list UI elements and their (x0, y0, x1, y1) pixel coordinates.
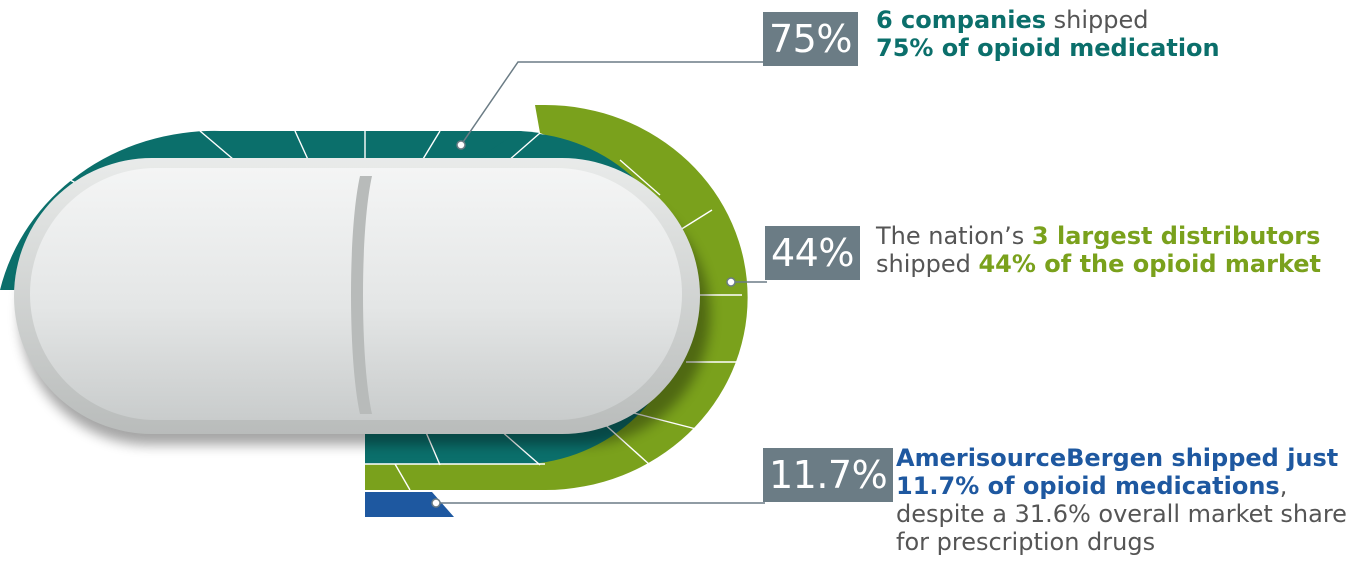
callout-11-7-line1: AmerisourceBergen shipped just (896, 444, 1347, 472)
callout-44-line2: shipped 44% of the opioid market (876, 250, 1321, 278)
callout-11-7-line4: for prescription drugs (896, 528, 1156, 556)
callout-75-line2: 75% of opioid medication (876, 34, 1220, 62)
callout-44-bold1: 3 largest distributors (1031, 222, 1321, 250)
callout-75-bold1: 6 companies (876, 6, 1047, 34)
callout-44-pre1: The nation’s (876, 222, 1032, 250)
callout-11-7-bold2: 11.7% of opioid medications (896, 472, 1280, 500)
callout-44-line1: The nation’s 3 largest distributors (876, 222, 1321, 250)
pill-score-line (351, 176, 372, 414)
badge-44: 44% (765, 226, 860, 280)
callout-11-7: AmerisourceBergen shipped just 11.7% of … (896, 444, 1347, 556)
callout-75: 6 companies shipped 75% of opioid medica… (876, 6, 1220, 62)
leader-lines (436, 61, 767, 504)
callout-44: The nation’s 3 largest distributors ship… (876, 222, 1321, 278)
callout-75-bold2: 75% of opioid medication (876, 34, 1220, 62)
callout-11-7-line3: despite a 31.6% overall market share (896, 500, 1347, 528)
leader-dots (431, 140, 736, 508)
band-11-7-blue (365, 492, 454, 517)
callout-44-bold2: 44% of the opioid market (978, 250, 1322, 278)
callout-75-line1: 6 companies shipped (876, 6, 1220, 34)
band-75-teal (0, 130, 365, 290)
badge-11-7: 11.7% (763, 448, 894, 502)
callout-44-pre2: shipped (876, 250, 979, 278)
callout-11-7-line2: 11.7% of opioid medications, (896, 472, 1347, 500)
callout-11-7-bold1: AmerisourceBergen shipped just (896, 444, 1339, 472)
callout-75-rest1: shipped (1046, 6, 1149, 34)
badge-75: 75% (763, 12, 858, 66)
callout-11-7-rest2: , (1279, 472, 1288, 500)
